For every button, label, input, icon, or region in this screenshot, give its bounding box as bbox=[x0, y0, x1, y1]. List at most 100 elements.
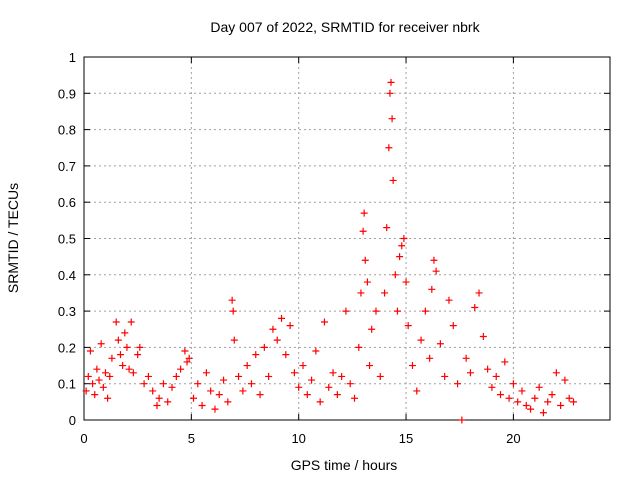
data-point bbox=[475, 289, 483, 297]
data-point bbox=[116, 351, 124, 359]
data-point bbox=[290, 369, 298, 377]
data-point bbox=[366, 362, 374, 370]
data-point bbox=[436, 340, 444, 348]
data-point bbox=[509, 380, 517, 388]
data-point bbox=[402, 278, 410, 286]
y-tick-label: 0.9 bbox=[58, 86, 76, 101]
chart-title: Day 007 of 2022, SRMTID for receiver nbr… bbox=[210, 19, 480, 35]
data-point bbox=[338, 372, 346, 380]
data-point bbox=[89, 380, 97, 388]
data-point bbox=[333, 391, 341, 399]
data-point bbox=[462, 354, 470, 362]
data-point bbox=[211, 405, 219, 413]
data-point bbox=[360, 209, 368, 217]
data-point bbox=[230, 336, 238, 344]
data-point bbox=[329, 369, 337, 377]
data-point bbox=[387, 78, 395, 86]
data-point bbox=[544, 398, 552, 406]
y-tick-label: 0.5 bbox=[58, 232, 76, 247]
data-point bbox=[97, 340, 105, 348]
data-point bbox=[342, 307, 350, 315]
data-point bbox=[127, 318, 135, 326]
data-point bbox=[484, 365, 492, 373]
data-point bbox=[235, 372, 243, 380]
data-point bbox=[185, 354, 193, 362]
data-point bbox=[351, 394, 359, 402]
data-point bbox=[282, 351, 290, 359]
data-point bbox=[256, 391, 264, 399]
y-tick-label: 0.4 bbox=[58, 268, 76, 283]
x-tick-label: 15 bbox=[399, 431, 413, 446]
data-point bbox=[449, 322, 457, 330]
y-tick-label: 0 bbox=[69, 413, 76, 428]
data-point bbox=[376, 372, 384, 380]
data-point bbox=[265, 372, 273, 380]
data-point bbox=[93, 365, 101, 373]
data-point bbox=[325, 383, 333, 391]
data-point bbox=[129, 369, 137, 377]
data-point bbox=[299, 362, 307, 370]
data-point bbox=[514, 398, 522, 406]
data-point bbox=[430, 256, 438, 264]
data-point bbox=[316, 398, 324, 406]
x-axis-label: GPS time / hours bbox=[291, 457, 398, 473]
data-point bbox=[140, 380, 148, 388]
data-point bbox=[82, 387, 90, 395]
y-tick-label: 0.6 bbox=[58, 195, 76, 210]
data-point bbox=[149, 387, 157, 395]
data-point bbox=[177, 365, 185, 373]
data-point bbox=[428, 285, 436, 293]
data-point bbox=[386, 89, 394, 97]
data-point bbox=[531, 394, 539, 402]
data-point bbox=[207, 387, 215, 395]
data-point bbox=[91, 391, 99, 399]
y-tick-label: 0.1 bbox=[58, 377, 76, 392]
data-point bbox=[153, 401, 161, 409]
data-point bbox=[125, 365, 133, 373]
data-point bbox=[363, 278, 371, 286]
data-points bbox=[82, 78, 578, 424]
data-point bbox=[492, 372, 500, 380]
data-point bbox=[361, 256, 369, 264]
data-point bbox=[408, 362, 416, 370]
data-point bbox=[426, 354, 434, 362]
x-tick-label: 10 bbox=[291, 431, 305, 446]
data-point bbox=[488, 383, 496, 391]
data-point bbox=[101, 369, 109, 377]
data-point bbox=[194, 380, 202, 388]
data-point bbox=[383, 224, 391, 232]
data-point bbox=[398, 242, 406, 250]
data-point bbox=[535, 383, 543, 391]
data-point bbox=[136, 343, 144, 351]
data-point bbox=[134, 351, 142, 359]
data-point bbox=[391, 271, 399, 279]
y-tick-label: 0.8 bbox=[58, 123, 76, 138]
x-tick-label: 5 bbox=[188, 431, 195, 446]
data-point bbox=[505, 394, 513, 402]
data-point bbox=[527, 405, 535, 413]
data-point bbox=[123, 343, 131, 351]
data-point bbox=[357, 289, 365, 297]
data-point bbox=[104, 394, 112, 402]
data-point bbox=[466, 369, 474, 377]
data-point bbox=[346, 380, 354, 388]
data-point bbox=[239, 387, 247, 395]
data-point bbox=[189, 394, 197, 402]
data-point bbox=[388, 115, 396, 123]
data-point bbox=[539, 409, 547, 417]
data-point bbox=[95, 376, 103, 384]
data-point bbox=[518, 387, 526, 395]
data-point bbox=[372, 307, 380, 315]
data-point bbox=[121, 329, 129, 337]
data-point bbox=[278, 314, 286, 322]
data-point bbox=[308, 376, 316, 384]
data-point bbox=[479, 333, 487, 341]
data-point bbox=[320, 318, 328, 326]
data-point bbox=[106, 372, 114, 380]
data-point bbox=[172, 372, 180, 380]
data-point bbox=[252, 351, 260, 359]
data-point bbox=[400, 235, 408, 242]
data-point bbox=[119, 362, 127, 370]
data-point bbox=[303, 391, 311, 399]
